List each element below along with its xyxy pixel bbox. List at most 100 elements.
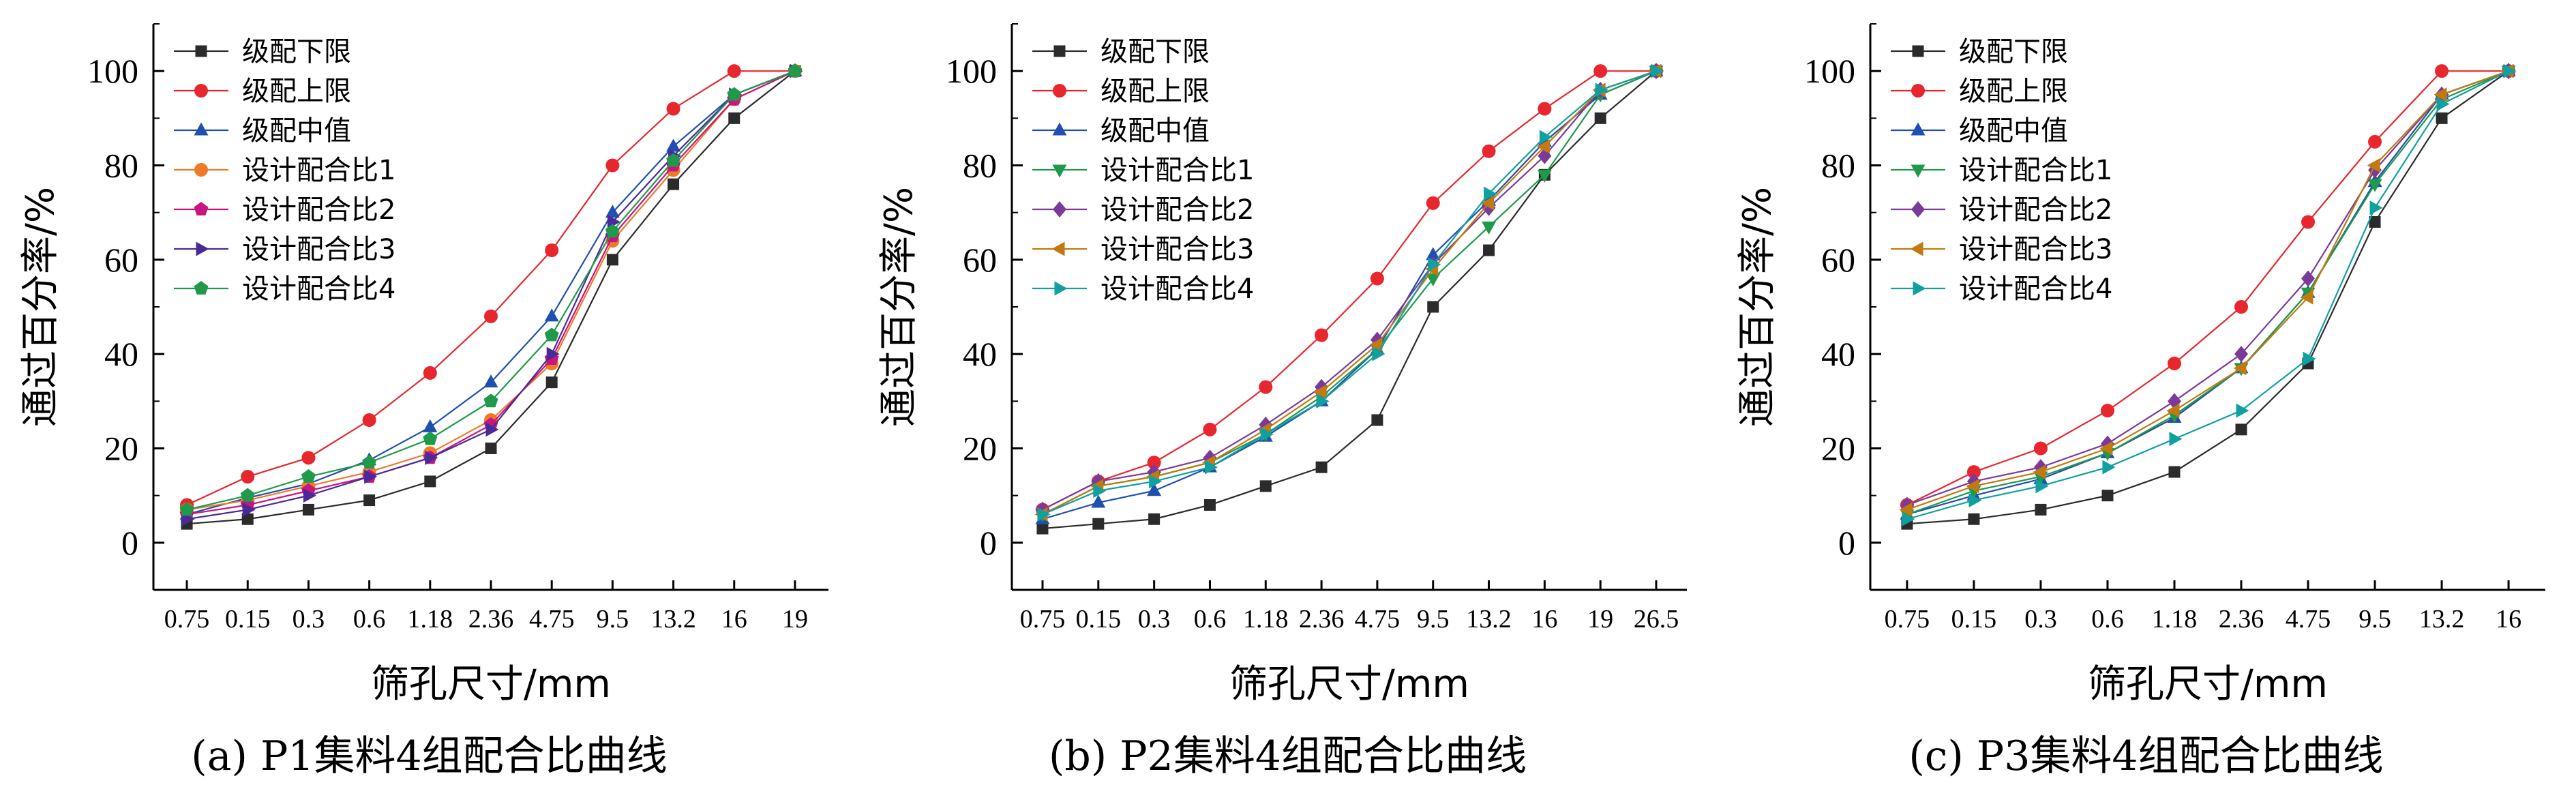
data-point [363,494,376,507]
y-tick-label: 40 [104,335,138,373]
y-axis-title: 通过百分率/% [1735,187,1780,427]
legend-marker [195,45,207,57]
data-point [1204,460,1218,475]
data-point [2301,215,2316,229]
x-tick-label: 0.6 [2091,605,2124,634]
x-tick-label: 1.18 [1243,605,1289,634]
data-point [2166,403,2180,418]
data-point [545,243,559,257]
legend-label: 级配中值 [1959,115,2068,147]
legend-marker [1911,164,1926,178]
x-tick-label: 2.36 [2219,605,2264,634]
data-point [2234,346,2249,363]
y-tick-label: 0 [1838,524,1855,562]
data-point [301,469,316,483]
data-point [303,488,316,503]
data-point [1147,456,1161,470]
data-point [424,475,436,488]
series-7 [1902,63,2517,526]
legend-marker [194,281,209,295]
data-point [2301,270,2316,287]
data-point [483,374,498,388]
data-point [2235,423,2247,436]
y-tick-label: 20 [1821,430,1855,468]
legend-marker [1054,281,1068,296]
legend-label: 级配下限 [242,36,351,68]
data-point [2369,216,2381,228]
x-tick-label: 16 [2496,605,2521,634]
series-line [1906,70,2509,516]
x-tick-label: 19 [1587,605,1613,634]
x-tick-label: 0.15 [1076,605,1122,634]
data-point [1313,385,1327,399]
y-axis-title: 通过百分率/% [877,187,921,427]
data-point [2369,200,2383,215]
data-point [2436,97,2450,112]
y-tick-label: 0 [980,524,997,562]
data-point [1203,499,1216,511]
data-point [1371,414,1383,426]
data-point [606,254,618,266]
data-point [1968,493,1982,508]
data-point [1259,380,1273,394]
data-point [2101,490,2114,502]
data-point [1149,474,1163,489]
legend-marker [194,202,209,215]
data-point [2099,441,2113,456]
legend-marker [1912,45,1924,57]
x-tick-label: 0.15 [1951,605,1997,634]
data-point [727,64,741,78]
data-point [1484,186,1497,201]
series-line [1906,70,2509,511]
x-tick-label: 13.2 [650,605,696,634]
data-point [1539,130,1553,145]
y-tick-label: 20 [963,430,997,468]
data-point [666,102,680,116]
legend-label: 级配上限 [1100,76,1210,107]
legend-marker [1052,122,1067,136]
data-point [364,469,378,484]
data-point [544,308,559,322]
data-point [362,413,376,427]
chart-svg-b: 0 20 40 60 80 100 0.75 0.15 0.3 0.6 1.18 2.36 4.75 9.… [877,23,1687,706]
data-point [2234,300,2249,314]
data-point [1651,63,1664,78]
data-point [1966,465,1981,479]
data-point [423,431,438,445]
series-1 [181,65,801,530]
data-point [2303,351,2316,366]
data-point [1372,346,1386,361]
data-point [1966,479,1979,494]
data-point [2368,134,2382,149]
data-point [1595,83,1608,98]
legend-label: 级配下限 [1959,36,2068,68]
data-point [1316,393,1330,408]
series-7 [1037,63,1664,522]
y-tick-label: 40 [963,335,997,373]
x-tick-label: 26.5 [1634,605,1679,634]
data-point [1537,169,1552,183]
data-point [1093,483,1107,498]
x-tick-label: 0.3 [2024,605,2057,634]
x-tick-label: 13.2 [2419,605,2465,634]
data-point [666,153,681,167]
data-point [2503,63,2517,78]
data-point [544,327,559,342]
data-point [545,376,558,389]
legend-label: 级配中值 [1100,115,1210,147]
data-point [1538,102,1552,116]
y-axis-title: 通过百分率/% [18,187,63,427]
x-axis-title: 筛孔尺寸/mm [371,662,611,706]
x-tick-label: 4.75 [2286,605,2331,634]
series-line [1042,70,1657,520]
data-point [2167,357,2181,370]
data-point [1426,247,1441,260]
data-point [1902,511,1915,526]
data-point [425,450,438,465]
series-line [1042,70,1656,511]
y-tick-label: 80 [1821,147,1855,185]
legend-label: 级配下限 [1100,36,1210,68]
data-point [2433,87,2447,102]
